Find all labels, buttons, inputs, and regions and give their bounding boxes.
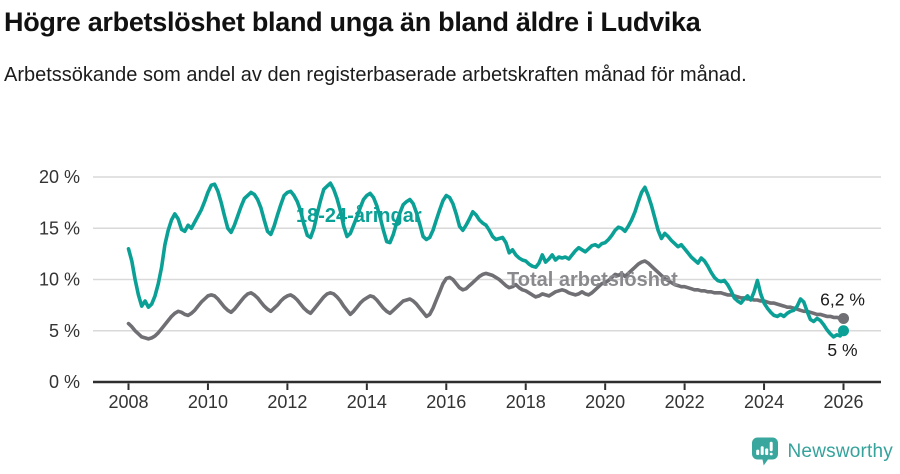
x-tick-label: 2020 xyxy=(585,392,625,412)
line-chart: 2008 2010 2012 2014 2016 2018 2020 2022 2024 2026… xyxy=(39,167,881,412)
y-tick-label: 5 % xyxy=(49,321,80,341)
x-tick-label: 2010 xyxy=(188,392,228,412)
chart-area: 2008 2010 2012 2014 2016 2018 2020 2022 2024 2026… xyxy=(0,145,900,445)
chart-subtitle: Arbetssökande som andel av den registerb… xyxy=(4,64,747,87)
chart-header: Högre arbetslöshet bland unga än bland ä… xyxy=(4,6,884,90)
series-label-total: Total arbetslöshet xyxy=(507,269,678,291)
annotation-layer: 18-24-åringar Total arbetslöshet 6,2 % 5… xyxy=(296,204,865,360)
x-tick-label: 2026 xyxy=(823,392,863,412)
series-line-young xyxy=(126,181,846,339)
end-dot-young xyxy=(838,325,849,337)
end-value-label-young: 5 % xyxy=(827,340,857,360)
series-line-total xyxy=(126,259,846,341)
end-value-label-total: 6,2 % xyxy=(820,289,865,309)
chart-title: Högre arbetslöshet bland unga än bland ä… xyxy=(4,7,701,37)
y-tick-label: 10 % xyxy=(39,270,80,290)
end-dot-total xyxy=(838,312,849,324)
newsworthy-logo-text: Newsworthy xyxy=(787,441,893,462)
plot-layer: 2008 2010 2012 2014 2016 2018 2020 2022 2024 2026… xyxy=(39,167,881,412)
x-tick-label: 2022 xyxy=(665,392,705,412)
x-tick-label: 2014 xyxy=(347,392,387,412)
newsworthy-logo-icon xyxy=(751,437,778,466)
x-tick-label: 2016 xyxy=(426,392,466,412)
x-tick-label: 2012 xyxy=(267,392,307,412)
y-tick-label: 20 % xyxy=(39,167,80,187)
x-tick-label: 2024 xyxy=(744,392,784,412)
series-label-young: 18-24-åringar xyxy=(296,204,422,227)
y-tick-label: 0 % xyxy=(49,372,80,392)
y-tick-label: 15 % xyxy=(39,218,80,238)
x-tick-label: 2008 xyxy=(108,392,148,412)
x-tick-label: 2018 xyxy=(506,392,546,412)
newsworthy-logo[interactable]: Newsworthy xyxy=(751,437,893,467)
